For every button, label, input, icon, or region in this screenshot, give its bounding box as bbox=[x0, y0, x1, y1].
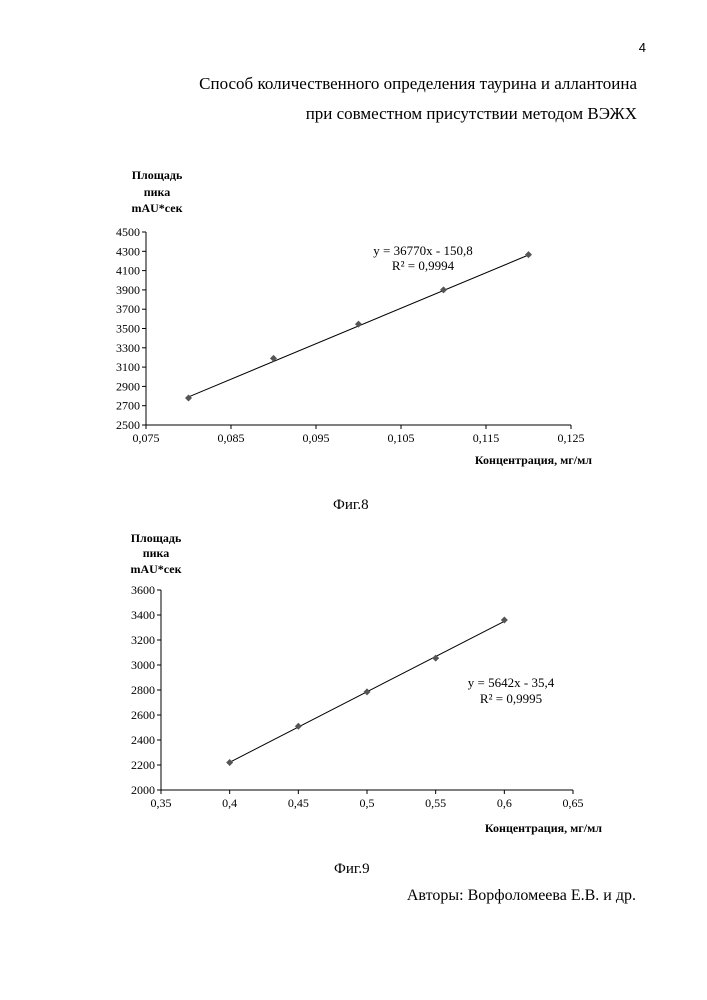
x-tick-label: 0,115 bbox=[473, 431, 500, 445]
y-tick-label: 4500 bbox=[116, 225, 140, 239]
y-tick-label: 4100 bbox=[116, 264, 140, 278]
y-axis-title-line: пика bbox=[144, 185, 171, 199]
x-tick-label: 0,075 bbox=[133, 431, 160, 445]
data-point bbox=[440, 286, 447, 293]
data-point bbox=[525, 251, 532, 258]
x-tick-label: 0,5 bbox=[360, 796, 375, 810]
x-tick-label: 0,45 bbox=[288, 796, 309, 810]
y-tick-label: 3100 bbox=[116, 360, 140, 374]
x-tick-label: 0,105 bbox=[388, 431, 415, 445]
y-axis-title-line: mAU*сек bbox=[130, 562, 181, 576]
y-tick-label: 2700 bbox=[116, 399, 140, 413]
y-tick-label: 3900 bbox=[116, 283, 140, 297]
trendline-equation: y = 5642x - 35,4 bbox=[468, 675, 555, 690]
x-tick-label: 0,55 bbox=[425, 796, 446, 810]
document-title-line-1: Способ количественного определения таури… bbox=[199, 74, 637, 94]
trendline-r-squared: R² = 0,9994 bbox=[392, 258, 455, 273]
data-point bbox=[364, 688, 371, 695]
y-tick-label: 2500 bbox=[116, 418, 140, 432]
y-tick-label: 3200 bbox=[131, 633, 155, 647]
y-tick-label: 3400 bbox=[131, 608, 155, 622]
x-tick-label: 0,085 bbox=[218, 431, 245, 445]
y-tick-label: 2900 bbox=[116, 379, 140, 393]
y-axis-title-line: пика bbox=[143, 546, 170, 560]
x-tick-label: 0,125 bbox=[558, 431, 585, 445]
figure-caption-fig8: Фиг.8 bbox=[333, 497, 369, 514]
figure-caption-fig9: Фиг.9 bbox=[334, 861, 370, 878]
x-tick-label: 0,4 bbox=[222, 796, 237, 810]
x-tick-label: 0,65 bbox=[563, 796, 584, 810]
y-tick-label: 2600 bbox=[131, 708, 155, 722]
y-tick-label: 2000 bbox=[131, 783, 155, 797]
y-tick-label: 3600 bbox=[131, 583, 155, 597]
y-tick-label: 2200 bbox=[131, 758, 155, 772]
trendline-equation: y = 36770x - 150,8 bbox=[373, 243, 472, 258]
x-axis-title: Концентрация, мг/мл bbox=[485, 821, 602, 835]
chart-fig9: 2000 2200 2400 2600 2800 3000 3200 3400 3600 0,35… bbox=[0, 525, 707, 855]
x-axis-title: Концентрация, мг/мл bbox=[475, 453, 592, 467]
y-tick-label: 3700 bbox=[116, 302, 140, 316]
y-tick-label: 3300 bbox=[116, 341, 140, 355]
y-axis-title-line: mAU*сек bbox=[131, 201, 182, 215]
trendline-r-squared: R² = 0,9995 bbox=[480, 691, 542, 706]
y-axis-title-line: Площадь bbox=[131, 531, 182, 545]
y-tick-label: 2800 bbox=[131, 683, 155, 697]
x-tick-label: 0,6 bbox=[497, 796, 512, 810]
data-point bbox=[226, 759, 233, 766]
y-tick-label: 3000 bbox=[131, 658, 155, 672]
page-number: 4 bbox=[626, 40, 646, 55]
y-tick-label: 4300 bbox=[116, 244, 140, 258]
document-title-line-2: при совместном присутствии методом ВЭЖХ bbox=[306, 104, 637, 124]
chart-fig8: 2500 2700 2900 3100 3300 3500 3700 3900 4100 4300… bbox=[0, 160, 707, 490]
y-tick-label: 3500 bbox=[116, 322, 140, 336]
y-axis-title-line: Площадь bbox=[132, 168, 183, 182]
authors-line: Авторы: Ворфоломеева Е.В. и др. bbox=[407, 887, 636, 905]
y-tick-label: 2400 bbox=[131, 733, 155, 747]
x-tick-label: 0,095 bbox=[303, 431, 330, 445]
x-tick-label: 0,35 bbox=[151, 796, 172, 810]
